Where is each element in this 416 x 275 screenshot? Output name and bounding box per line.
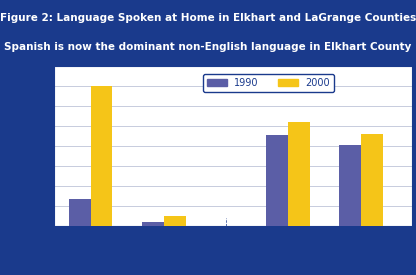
Bar [339, 145, 361, 226]
Y-axis label: Persons age 5 and over: Persons age 5 and over [1, 93, 10, 199]
Text: Elkhart: Elkhart [272, 233, 304, 243]
Bar [69, 199, 91, 225]
Bar [266, 135, 288, 226]
Bar [288, 122, 310, 226]
Bar [142, 222, 163, 225]
Text: Figure 2: Language Spoken at Home in Elkhart and LaGrange Counties: Figure 2: Language Spoken at Home in Elk… [0, 13, 416, 23]
Bar [361, 134, 383, 226]
Legend: 1990, 2000: 1990, 2000 [203, 74, 334, 92]
Text: Other non-English language: Other non-English language [247, 243, 401, 254]
Text: Spanish is now the dominant non-English language in Elkhart County: Spanish is now the dominant non-English … [4, 42, 412, 52]
Text: Elkhart: Elkhart [74, 233, 106, 243]
Bar [163, 216, 186, 225]
Text: LaGrange: LaGrange [339, 233, 383, 243]
Text: Spanish: Spanish [105, 243, 149, 254]
Text: LaGrange: LaGrange [142, 233, 186, 243]
Bar [91, 86, 112, 226]
Text: Source: U.S. Census Bureau: Source: U.S. Census Bureau [8, 263, 114, 272]
